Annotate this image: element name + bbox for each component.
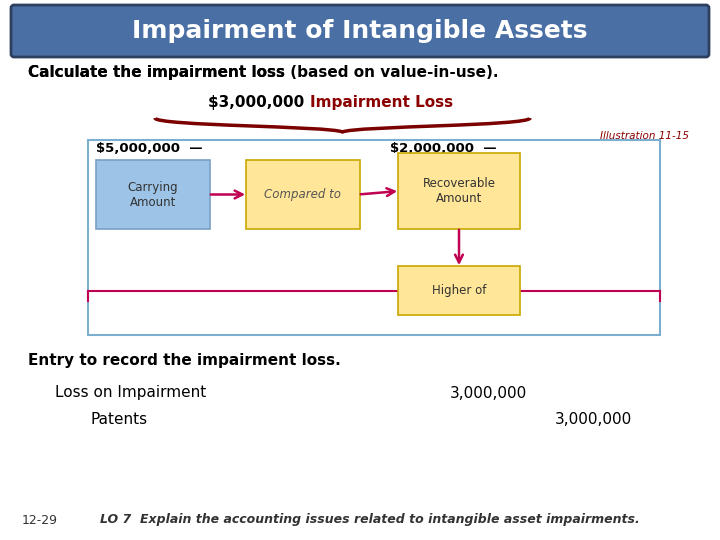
Text: Calculate the impairment loss: Calculate the impairment loss [28, 64, 290, 79]
Text: 3,000,000: 3,000,000 [555, 413, 632, 428]
Text: Recoverable
Amount: Recoverable Amount [423, 177, 495, 205]
Text: Carrying
Amount: Carrying Amount [127, 180, 179, 208]
Text: Higher of: Higher of [432, 284, 486, 297]
FancyBboxPatch shape [246, 160, 360, 229]
Text: Illustration 11-15: Illustration 11-15 [600, 131, 689, 141]
Text: Entry to record the impairment loss.: Entry to record the impairment loss. [28, 353, 341, 368]
Text: Compared to: Compared to [264, 188, 341, 201]
Text: 3,000,000: 3,000,000 [450, 386, 527, 401]
Text: Impairment Loss: Impairment Loss [310, 96, 453, 111]
Text: Loss on Impairment: Loss on Impairment [55, 386, 206, 401]
Text: $2,000,000  —: $2,000,000 — [390, 141, 497, 154]
Text: $3,000,000: $3,000,000 [209, 96, 310, 111]
Text: Impairment of Intangible Assets: Impairment of Intangible Assets [132, 19, 588, 43]
Text: 12-29: 12-29 [22, 514, 58, 526]
Text: $5,000,000  —: $5,000,000 — [96, 141, 202, 154]
Text: LO 7  Explain the accounting issues related to intangible asset impairments.: LO 7 Explain the accounting issues relat… [100, 514, 640, 526]
FancyBboxPatch shape [398, 153, 520, 229]
FancyBboxPatch shape [398, 266, 520, 315]
Text: Calculate the impairment loss (based on value-in-use).: Calculate the impairment loss (based on … [28, 64, 498, 79]
FancyBboxPatch shape [11, 5, 709, 57]
FancyBboxPatch shape [96, 160, 210, 229]
Text: Patents: Patents [90, 413, 147, 428]
